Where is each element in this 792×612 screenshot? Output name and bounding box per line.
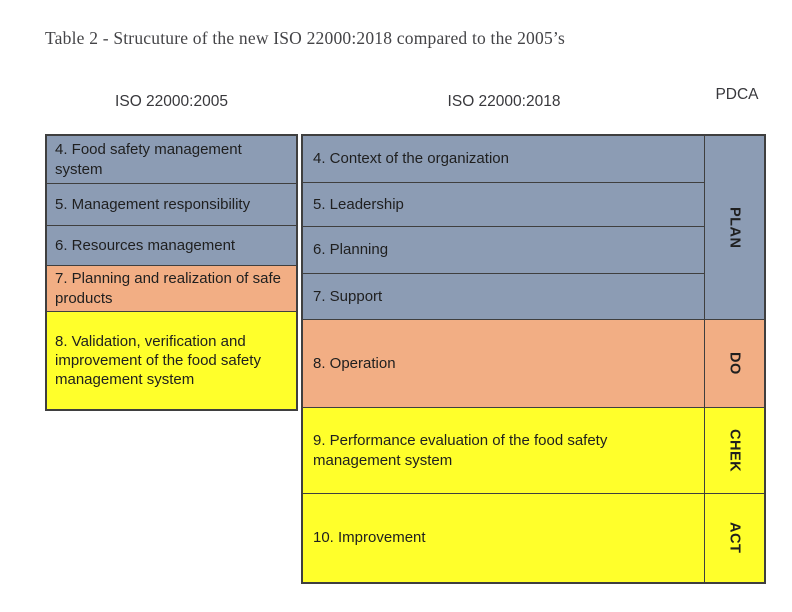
cell-text: 8. Validation, verification and improvem… <box>55 332 261 389</box>
table-caption: Table 2 - Strucuture of the new ISO 2200… <box>45 28 565 48</box>
pdca-label: CHEK <box>726 428 743 473</box>
cell-text: 5. Management responsibility <box>55 195 251 213</box>
iso2018-row-10: 10. Improvement <box>303 494 705 582</box>
iso2018-row-8: 8. Operation <box>303 320 705 408</box>
pdca-cell-act: ACT <box>705 494 764 582</box>
cell-text: 6. Resources management <box>55 236 236 254</box>
cell-text: 7. Planning and realization of safe prod… <box>55 270 281 307</box>
iso2005-row-8: 8. Validation, verification and improvem… <box>47 312 296 409</box>
pdca-label: ACT <box>726 522 743 554</box>
cell-text: 9. Performance evaluation of the food sa… <box>313 432 608 469</box>
cell-text: 10. Improvement <box>313 529 426 547</box>
iso2018-row-9: 9. Performance evaluation of the food sa… <box>303 408 705 494</box>
iso2005-row-4: 4. Food safety management system <box>47 136 296 184</box>
pdca-cell-do: DO <box>705 320 764 408</box>
column-header-iso-2005: ISO 22000:2005 <box>115 93 228 110</box>
cell-text: 8. Operation <box>313 354 396 372</box>
cell-text: 4. Food safety management system <box>55 141 242 178</box>
iso2018-row-6: 6. Planning <box>303 227 705 274</box>
iso2005-row-6: 6. Resources management <box>47 226 296 266</box>
cell-text: 6. Planning <box>313 241 389 259</box>
table-iso-2018: 4. Context of the organization 5. Leader… <box>301 134 766 584</box>
pdca-label: DO <box>726 352 743 375</box>
column-header-iso-2018: ISO 22000:2018 <box>447 93 561 110</box>
iso2018-row-7: 7. Support <box>303 274 705 320</box>
cell-text: 4. Context of the organization <box>313 150 509 168</box>
iso2018-row-5: 5. Leadership <box>303 183 705 227</box>
cell-text: 7. Support <box>313 287 383 305</box>
pdca-cell-plan: PLAN <box>705 136 764 320</box>
pdca-label: PLAN <box>726 206 743 249</box>
iso2005-row-5: 5. Management responsibility <box>47 184 296 226</box>
column-header-pdca: PDCA <box>715 86 759 103</box>
table-iso-2005: 4. Food safety management system 5. Mana… <box>45 134 298 411</box>
iso2005-row-7: 7. Planning and realization of safe prod… <box>47 266 296 312</box>
pdca-cell-chek: CHEK <box>705 408 764 494</box>
cell-text: 5. Leadership <box>313 195 404 213</box>
iso2018-row-4: 4. Context of the organization <box>303 136 705 183</box>
